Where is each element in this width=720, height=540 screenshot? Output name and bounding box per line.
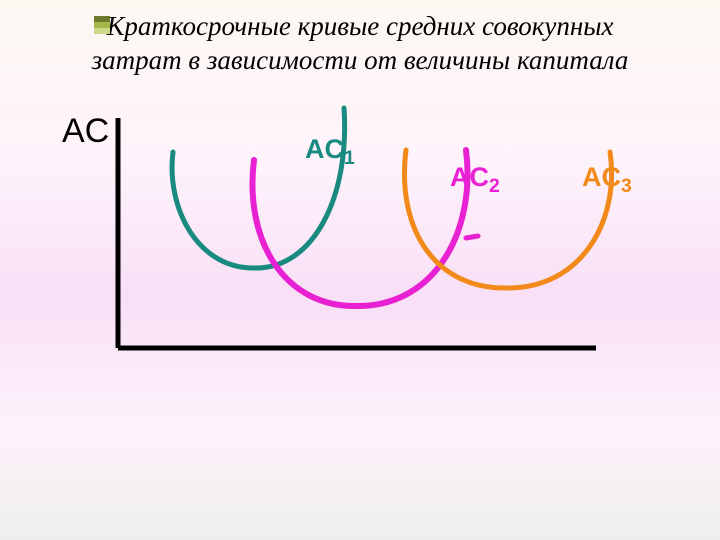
- label-ac2: AC2: [450, 162, 500, 197]
- y-axis-label: AC: [62, 112, 109, 150]
- title-line1: Краткосрочные кривые средних совокупных: [106, 11, 613, 41]
- chart-svg: AC AC1 AC2 AC3: [48, 90, 648, 390]
- curve-ac1: [172, 108, 345, 268]
- label-ac3: AC3: [582, 162, 632, 197]
- slide: Краткосрочные кривые средних совокупных …: [0, 0, 720, 540]
- title-line2: затрат в зависимости от величины капитал…: [92, 45, 629, 75]
- bullet-icon: [94, 16, 110, 34]
- curve-ac2: [252, 150, 467, 306]
- slide-title: Краткосрочные кривые средних совокупных …: [0, 10, 720, 78]
- stray-mark: [466, 236, 478, 238]
- ac-curves-chart: AC AC1 AC2 AC3: [48, 90, 648, 390]
- label-ac1: AC1: [305, 134, 355, 169]
